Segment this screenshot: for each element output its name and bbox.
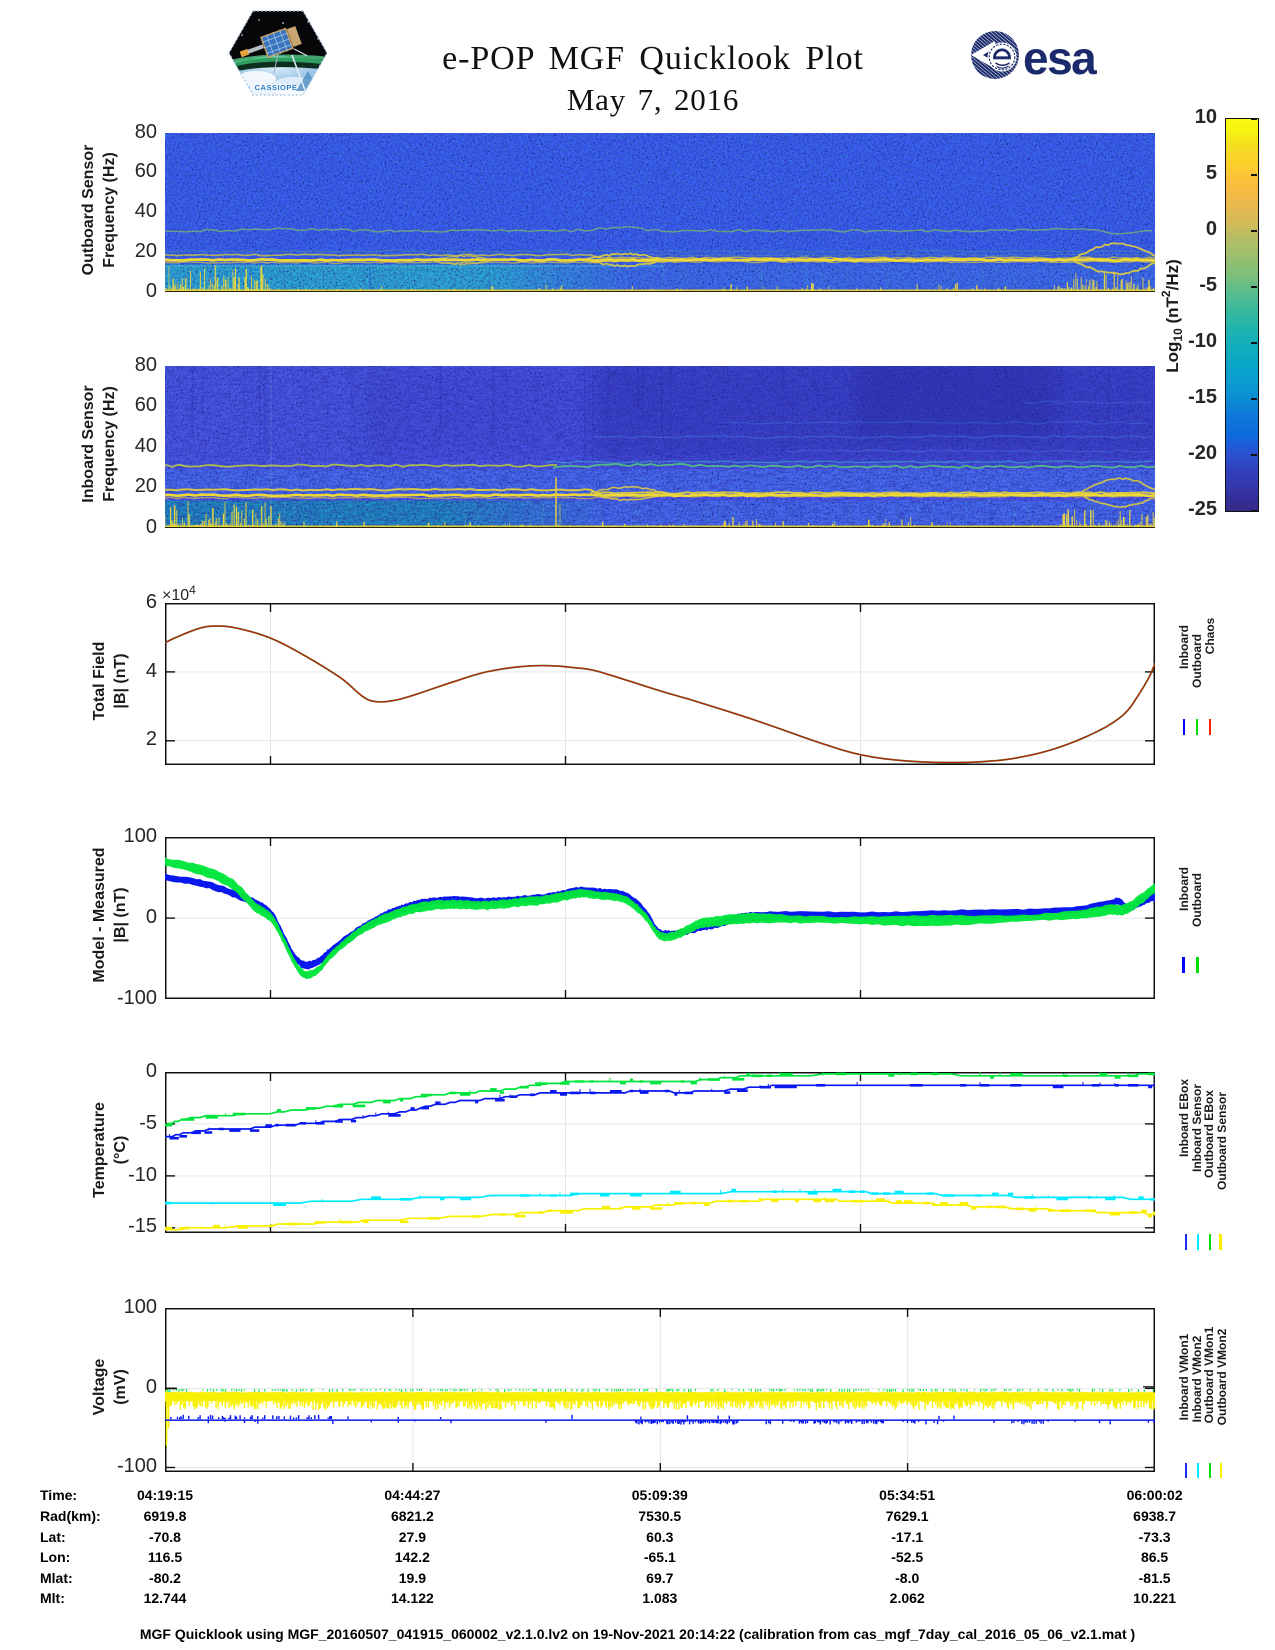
svg-text:esa: esa: [1023, 32, 1097, 84]
svg-text:CASSIOPE: CASSIOPE: [255, 83, 298, 92]
